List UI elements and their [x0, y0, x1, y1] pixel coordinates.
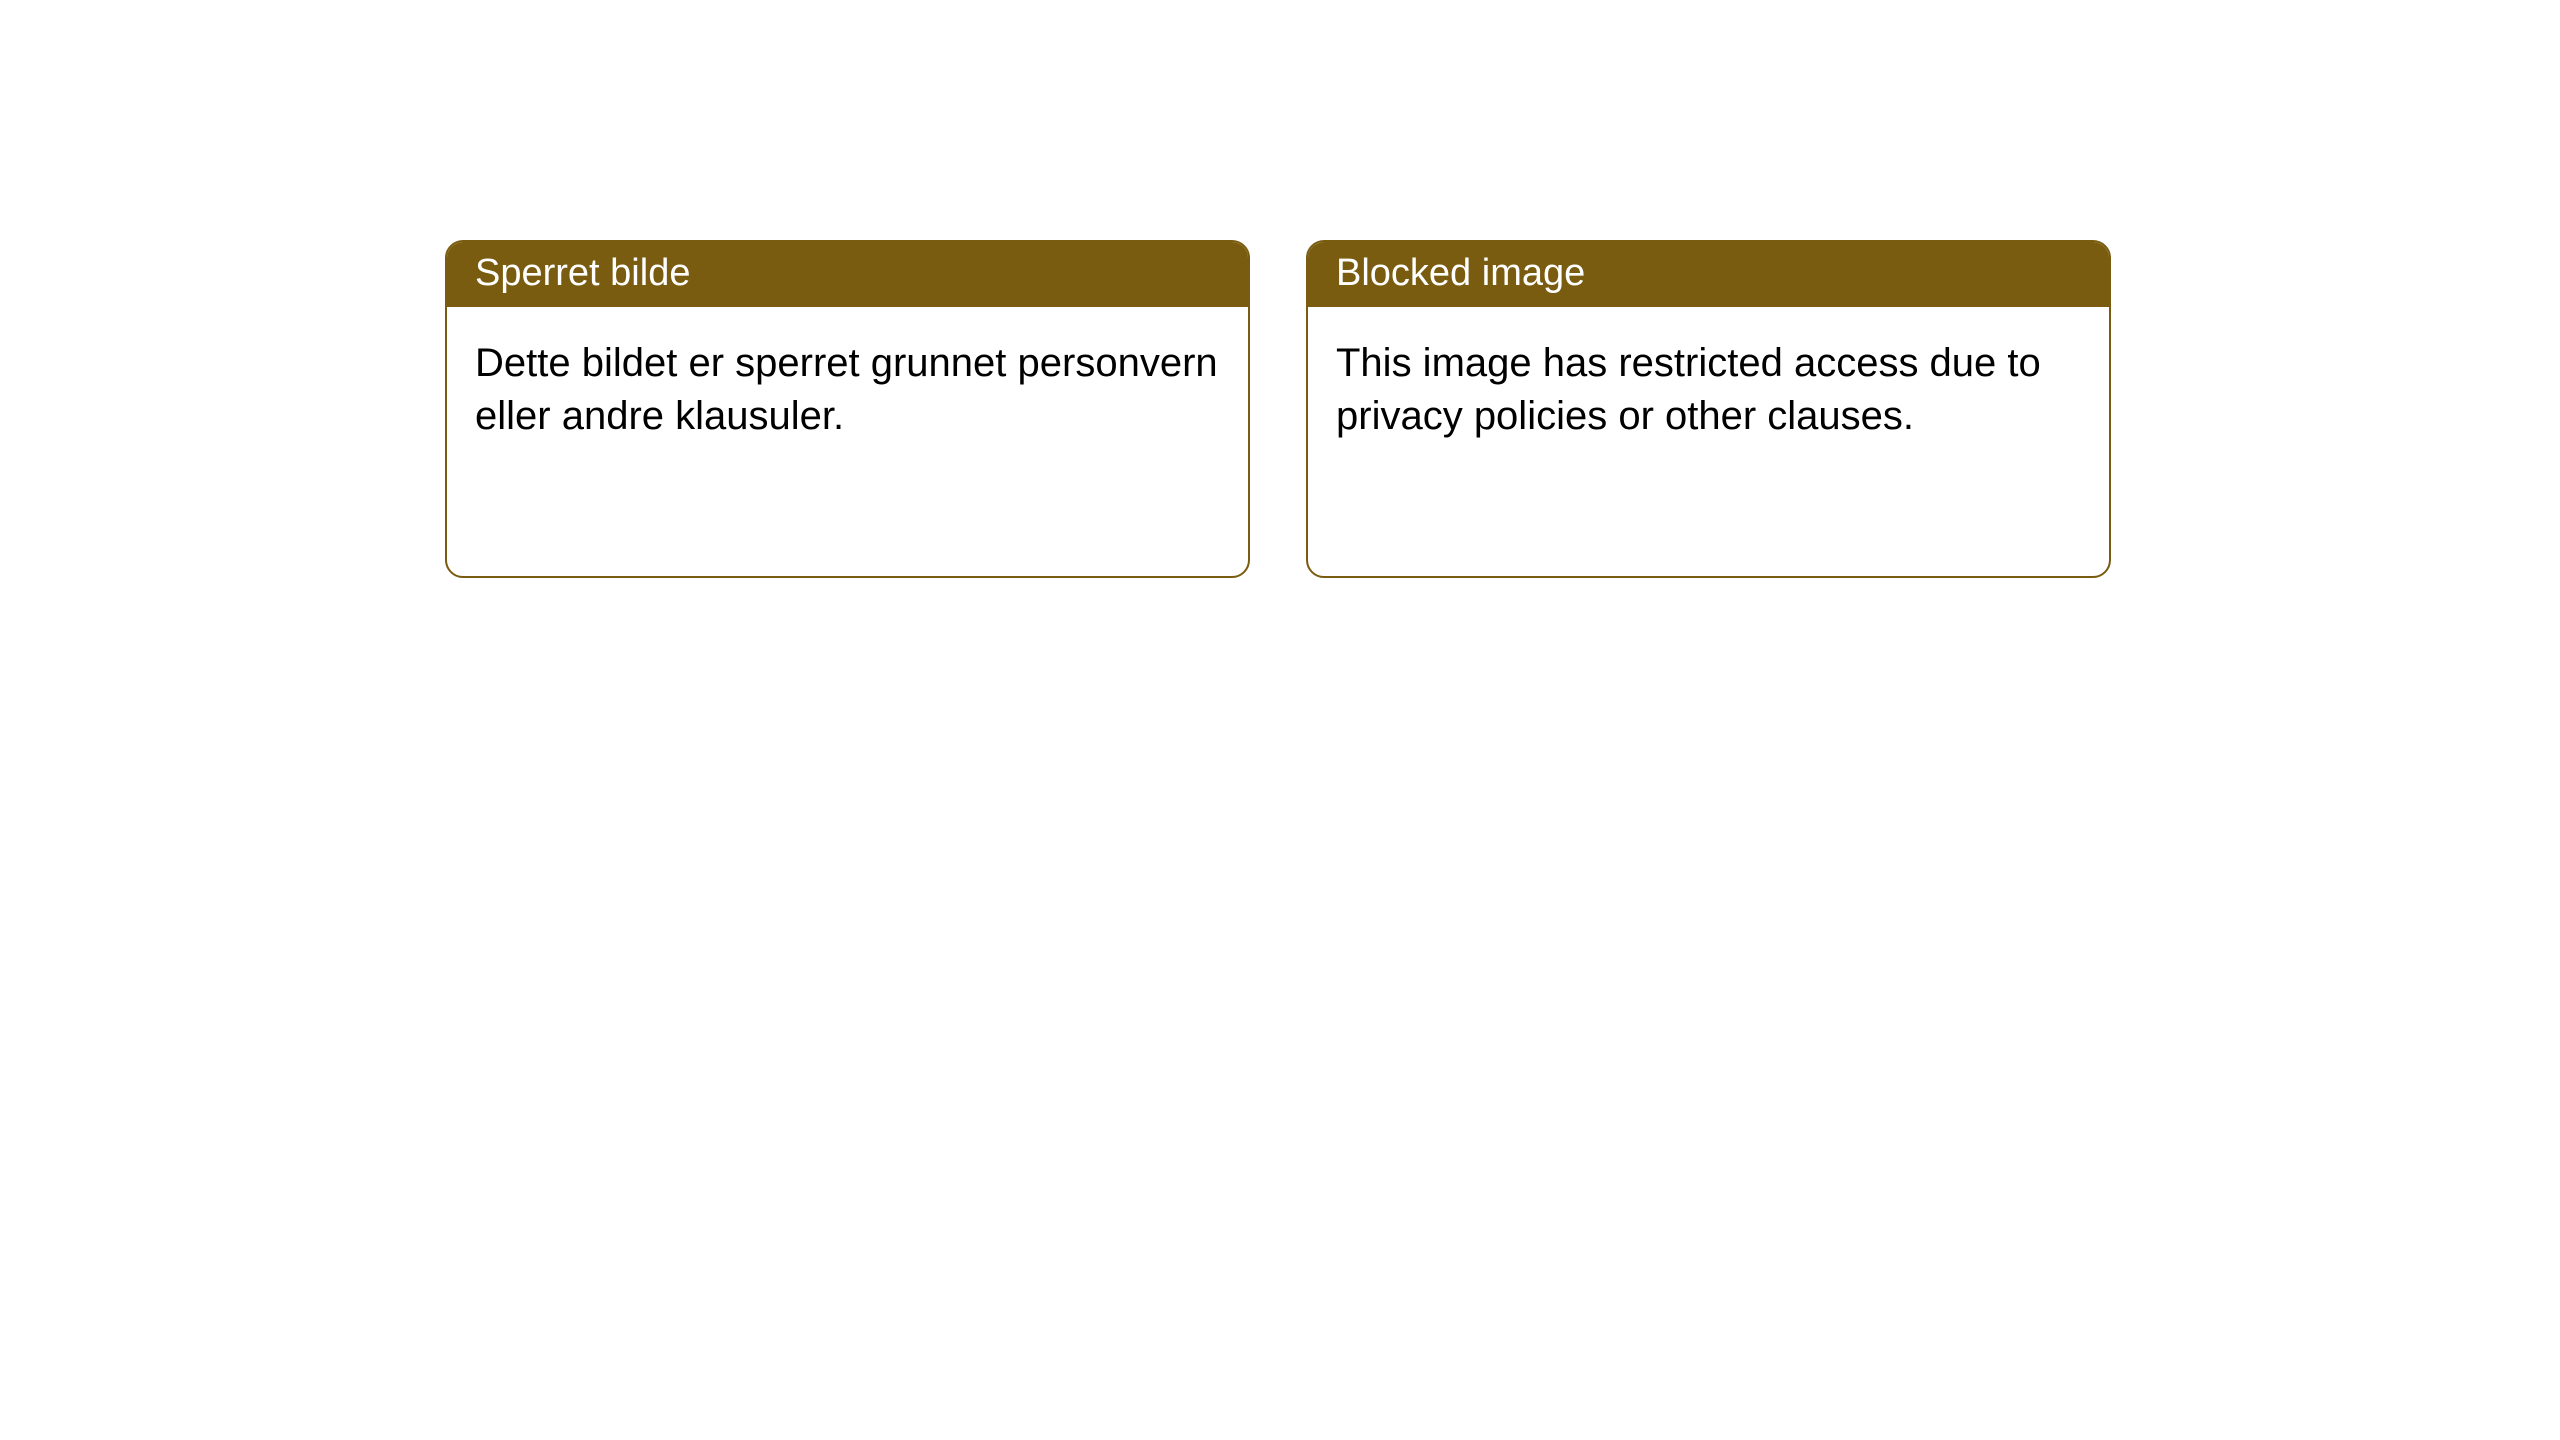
notice-message: Dette bildet er sperret grunnet personve… [447, 307, 1248, 473]
notice-container: Sperret bilde Dette bildet er sperret gr… [0, 0, 2560, 578]
notice-card-norwegian: Sperret bilde Dette bildet er sperret gr… [445, 240, 1250, 578]
notice-title: Blocked image [1308, 242, 2109, 307]
notice-title: Sperret bilde [447, 242, 1248, 307]
notice-card-english: Blocked image This image has restricted … [1306, 240, 2111, 578]
notice-message: This image has restricted access due to … [1308, 307, 2109, 473]
